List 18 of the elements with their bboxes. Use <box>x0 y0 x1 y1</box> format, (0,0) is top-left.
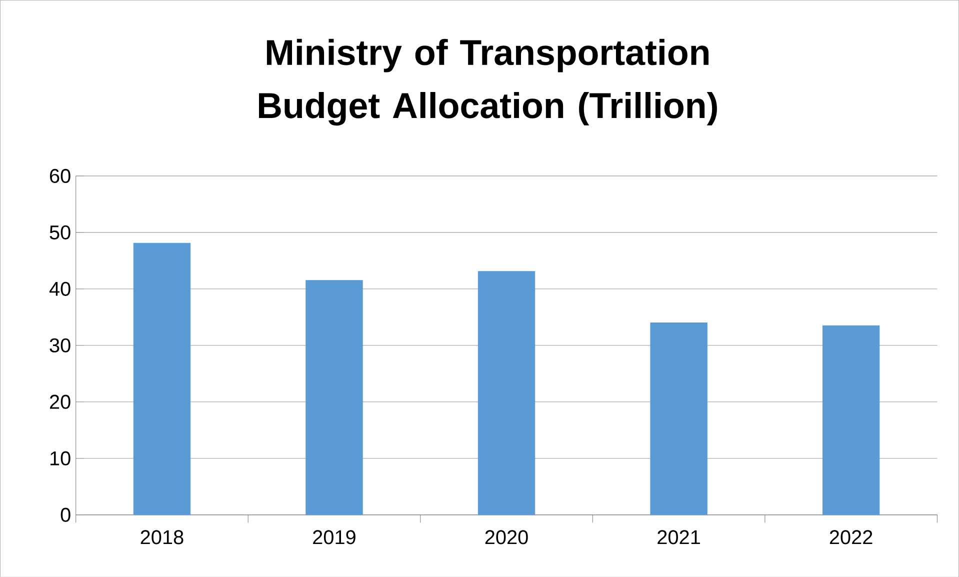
y-tick-label: 20 <box>50 394 70 409</box>
y-tick-label: 50 <box>50 225 70 240</box>
bar <box>306 280 363 515</box>
bar <box>133 242 191 515</box>
x-tick-label: 2022 <box>830 530 872 544</box>
y-tick-label: 0 <box>60 508 70 522</box>
bar <box>650 322 708 515</box>
x-tick-label: 2018 <box>140 530 184 544</box>
x-tick-label: 2019 <box>313 530 356 544</box>
bar <box>478 270 536 515</box>
y-tick-label: 60 <box>50 168 70 183</box>
y-tick-label: 40 <box>49 282 70 296</box>
bar <box>822 325 880 515</box>
y-tick-label: 30 <box>50 338 70 352</box>
x-tick-label: 2020 <box>485 530 528 544</box>
chart-title: Ministry of Transportation Budget Allocation (Trillion) <box>259 38 717 126</box>
y-tick-label: 10 <box>50 451 70 466</box>
x-tick-label: 2021 <box>658 530 700 544</box>
